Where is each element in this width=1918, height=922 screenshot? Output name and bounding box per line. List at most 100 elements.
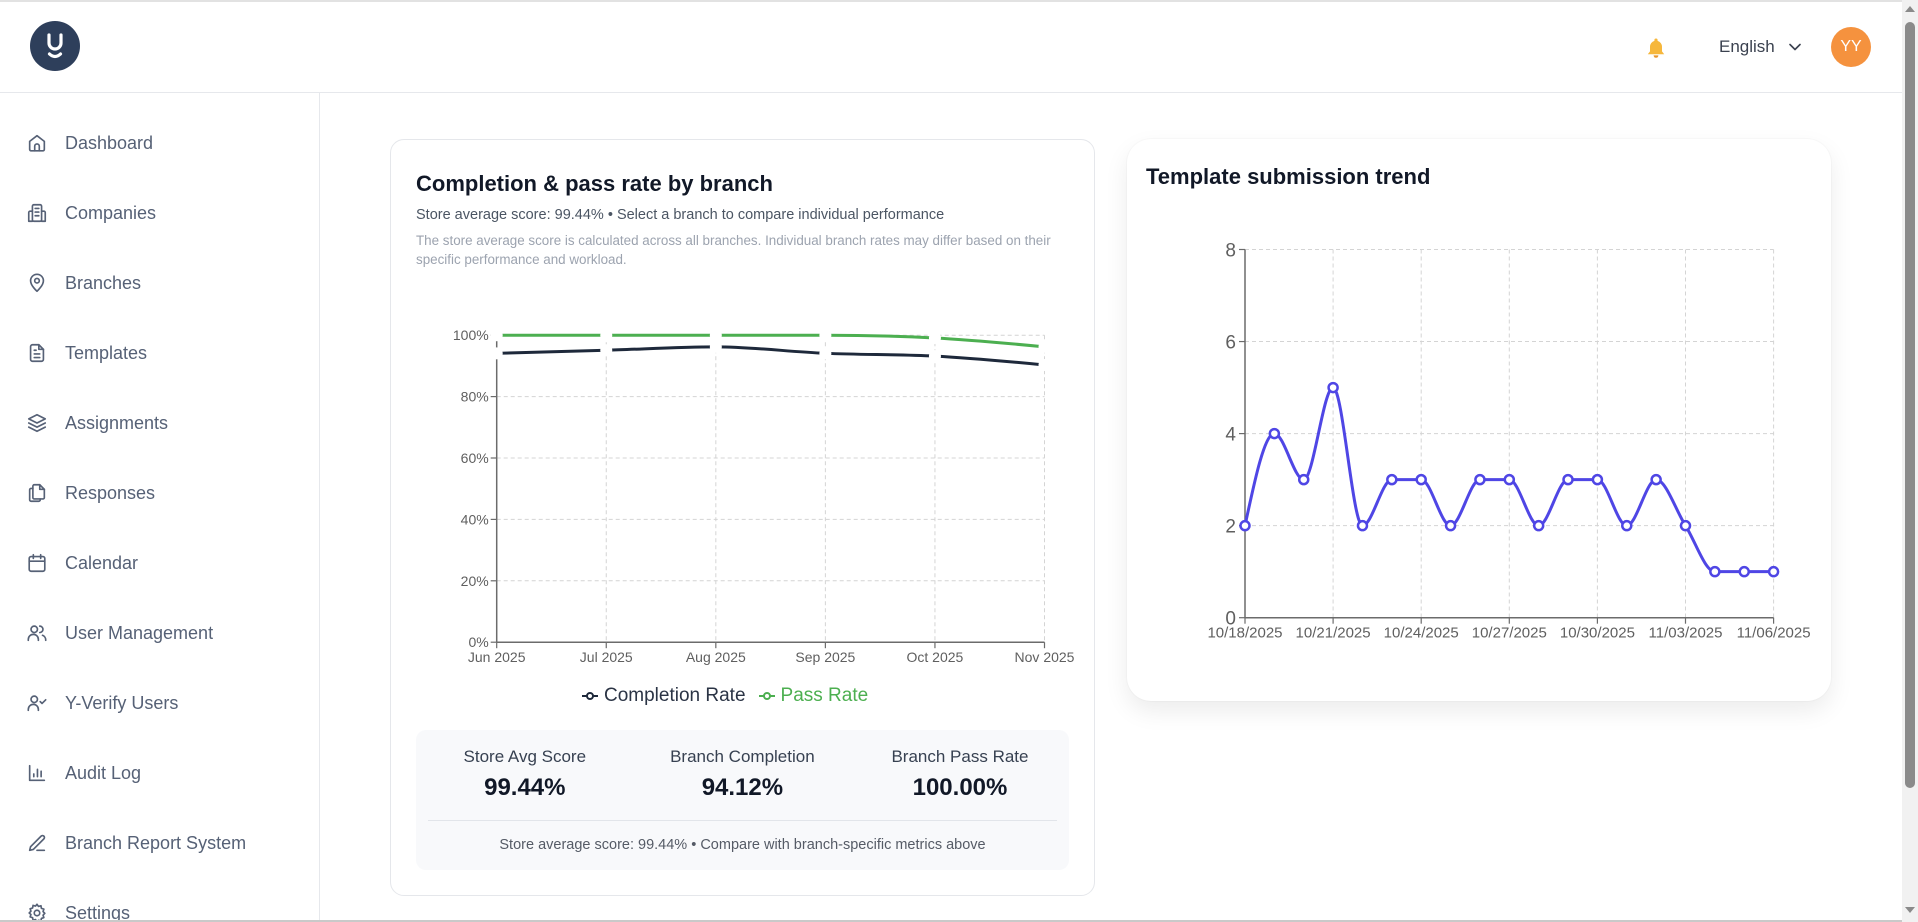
sidebar-item-branches[interactable]: Branches <box>0 248 319 318</box>
data-point <box>1767 565 1780 578</box>
sidebar-item-label: Companies <box>65 202 157 223</box>
legend-line-marker-icon <box>582 692 598 700</box>
y-tick-label: 8 <box>1225 241 1236 262</box>
stats-divider <box>428 820 1057 821</box>
user-avatar[interactable]: YY <box>1831 27 1871 67</box>
scroll-up-arrow-icon[interactable] <box>1905 6 1915 12</box>
trend-chart-title: Template submission trend <box>1146 164 1431 189</box>
sidebar-item-y-verify-users[interactable]: Y-Verify Users <box>0 668 319 738</box>
stats-footer-text: Store average score: 99.44% • Compare wi… <box>499 837 986 853</box>
data-point <box>1503 473 1516 486</box>
data-point <box>1621 519 1633 532</box>
data-point <box>1239 519 1251 532</box>
x-tick-label: Sep 2025 <box>795 649 855 665</box>
layers-icon <box>26 412 48 434</box>
sidebar-item-companies[interactable]: Companies <box>0 178 319 248</box>
chevron-down-icon <box>1788 43 1801 51</box>
legend-item-completion-rate[interactable]: Completion Rate <box>581 685 746 707</box>
y-tick-label: 0% <box>468 634 488 650</box>
sidebar-item-audit-log[interactable]: Audit Log <box>0 738 319 808</box>
window-bottom-border <box>0 920 1902 922</box>
data-point <box>1532 519 1545 532</box>
data-point <box>1709 565 1721 578</box>
data-point <box>1268 427 1281 440</box>
data-point <box>490 347 503 360</box>
sidebar-item-user-management[interactable]: User Management <box>0 598 319 668</box>
data-point <box>1415 473 1427 486</box>
data-point <box>1474 473 1486 486</box>
sidebar-item-label: Settings <box>65 902 131 921</box>
top-header: English YY <box>0 2 1902 93</box>
data-point <box>709 329 722 342</box>
branch-chart-note: The store average score is calculated ac… <box>416 233 1051 267</box>
data-point <box>1444 519 1457 532</box>
y-tick-label: 60% <box>461 450 489 466</box>
y-tick-label: 100% <box>453 327 489 343</box>
scrollbar-thumb[interactable] <box>1905 22 1915 788</box>
scroll-down-arrow-icon[interactable] <box>1905 907 1915 913</box>
building-icon <box>26 202 48 224</box>
sidebar-item-label: Templates <box>65 342 148 363</box>
home-icon <box>26 132 48 154</box>
sidebar-item-label: Y-Verify Users <box>65 692 179 713</box>
data-point <box>928 350 941 363</box>
stat-value: 100.00% <box>912 774 1008 801</box>
gear-icon <box>26 902 48 920</box>
sidebar-item-label: User Management <box>65 622 214 643</box>
legend-label: Pass Rate <box>780 685 869 706</box>
data-point <box>1038 340 1051 353</box>
y-tick-label: 80% <box>461 389 489 405</box>
pen-icon <box>26 832 48 854</box>
data-point <box>1356 519 1369 532</box>
app-logo[interactable] <box>30 21 80 71</box>
legend-line-marker-icon <box>758 692 775 700</box>
sidebar-item-label: Responses <box>65 482 156 503</box>
submission-trend-line <box>1243 386 1774 574</box>
sidebar-item-label: Branch Report System <box>65 832 247 853</box>
bar-chart-icon <box>26 762 48 784</box>
sidebar-item-templates[interactable]: Templates <box>0 318 319 388</box>
branch-chart-title: Completion & pass rate by branch <box>416 171 773 196</box>
stat-label: Store Avg Score <box>463 747 587 766</box>
sidebar-item-responses[interactable]: Responses <box>0 458 319 528</box>
sidebar-item-assignments[interactable]: Assignments <box>0 388 319 458</box>
data-point <box>1738 565 1750 578</box>
stat-label: Branch Completion <box>670 747 815 766</box>
submission-trend-card: Template submission trend 0 2 4 6 8 10/18/202… <box>1127 139 1831 701</box>
calendar-icon <box>26 552 48 574</box>
sidebar-item-label: Assignments <box>65 412 169 433</box>
data-point <box>709 340 722 353</box>
sidebar-item-branch-report-system[interactable]: Branch Report System <box>0 808 319 878</box>
sidebar-item-calendar[interactable]: Calendar <box>0 528 319 598</box>
sidebar-item-label: Audit Log <box>65 762 142 783</box>
sidebar-item-settings[interactable]: Settings <box>0 878 319 920</box>
data-point <box>490 329 503 342</box>
x-tick-label: Oct 2025 <box>907 649 964 665</box>
legend-item-pass-rate[interactable]: Pass Rate <box>758 685 869 707</box>
sidebar-item-label: Dashboard <box>65 132 154 153</box>
stat-value: 94.12% <box>701 774 784 801</box>
user-check-icon <box>26 692 48 714</box>
y-tick-label: 40% <box>461 511 489 527</box>
x-tick-label: Jul 2025 <box>580 649 633 665</box>
data-point <box>1297 473 1310 486</box>
data-point <box>1038 358 1051 371</box>
sidebar-item-label: Calendar <box>65 552 139 573</box>
x-tick-label: 10/18/2025 <box>1207 625 1282 642</box>
y-tick-label: 6 <box>1225 333 1236 354</box>
bell-icon[interactable] <box>1646 37 1666 59</box>
x-tick-label: Jun 2025 <box>468 649 526 665</box>
data-point <box>819 347 832 360</box>
data-point <box>600 329 613 342</box>
vertical-scrollbar[interactable] <box>1902 0 1918 922</box>
data-point <box>1591 473 1604 486</box>
stats-summary: Store Avg Score 99.44% Branch Completion… <box>416 730 1069 870</box>
data-point <box>819 329 832 342</box>
sidebar-item-dashboard[interactable]: Dashboard <box>0 108 319 178</box>
data-point <box>1386 473 1398 486</box>
language-selector[interactable]: English <box>1719 34 1801 60</box>
y-tick-label: 0 <box>1225 609 1236 630</box>
branch-chart-subtitle: Store average score: 99.44% • Select a b… <box>416 207 945 223</box>
files-icon <box>26 482 48 504</box>
